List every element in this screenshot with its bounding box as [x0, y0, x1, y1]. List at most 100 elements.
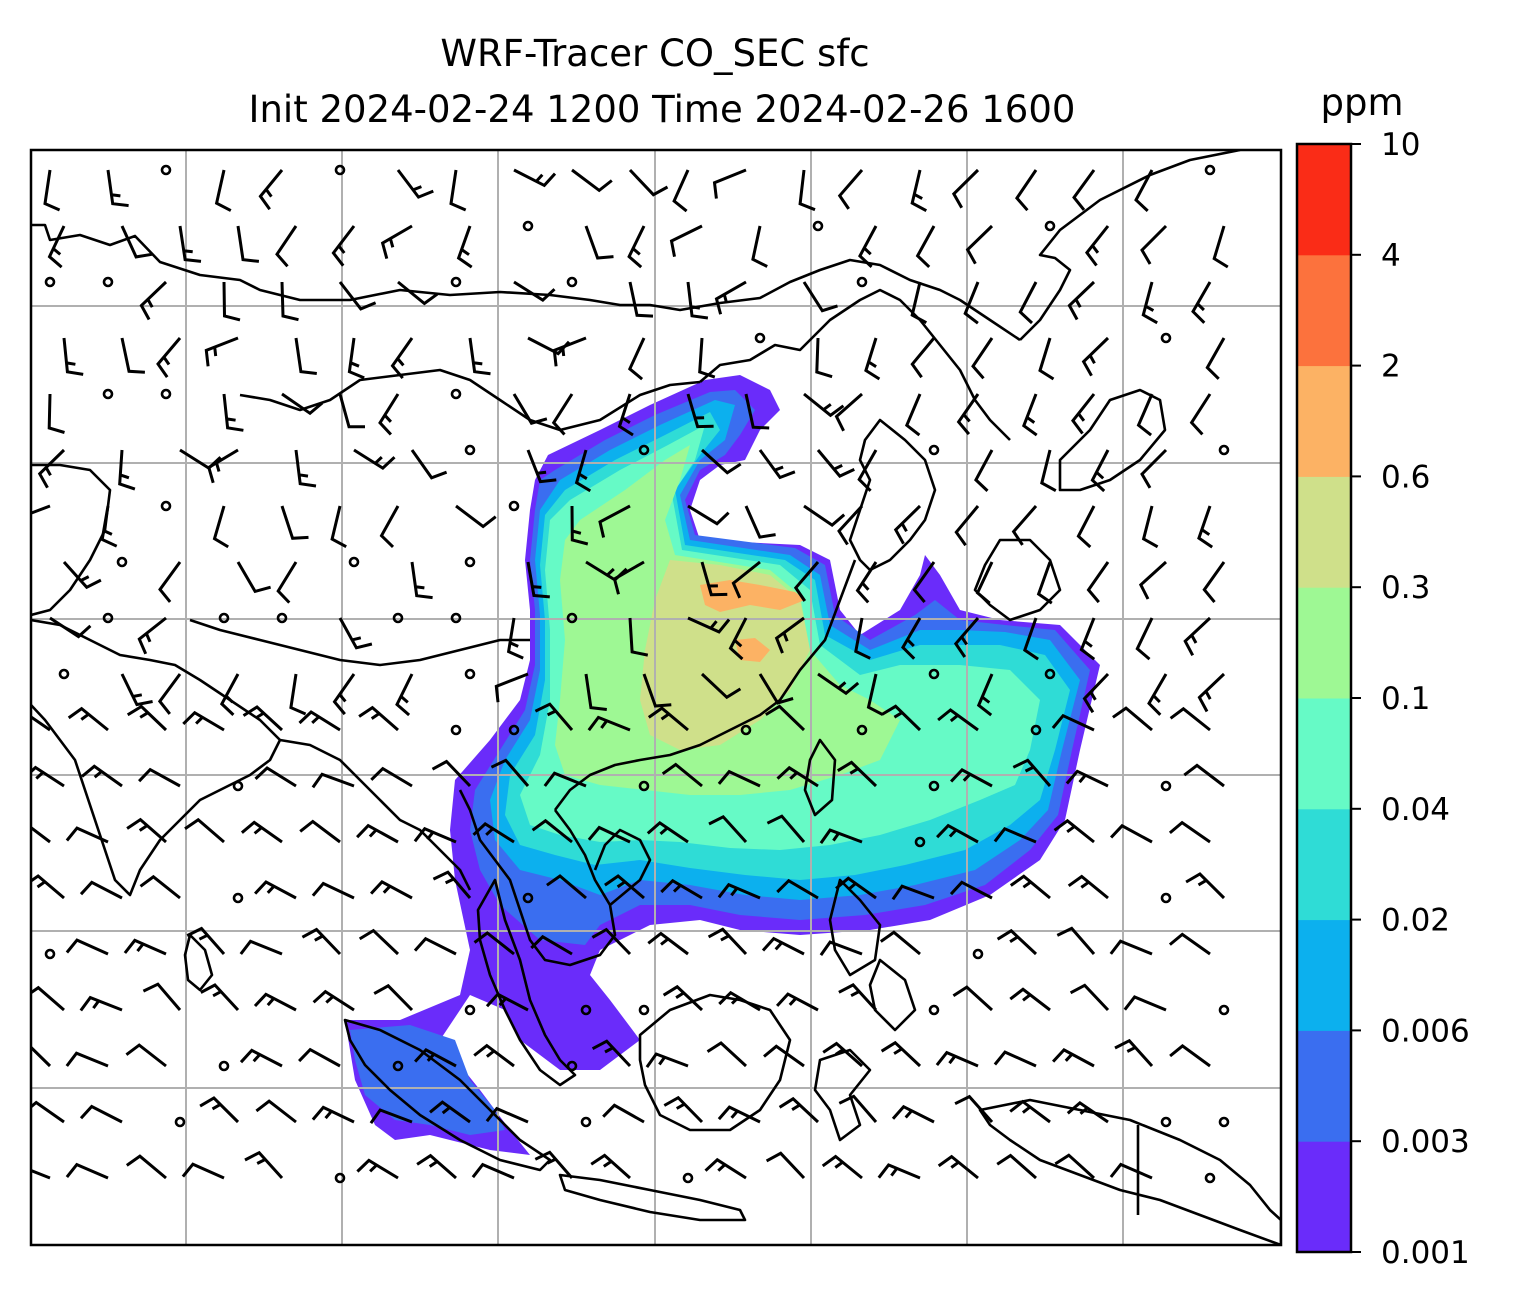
colorbar: ppm 0.001 0.003 0.006 0.02 0.04 0.1 0.3 0.6 2 4 10: [1295, 81, 1470, 1271]
wind-barb-calm: [566, 612, 578, 624]
colorbar-band-3: [1297, 808, 1351, 921]
wind-barb: [834, 392, 863, 432]
wind-barb: [996, 928, 1038, 956]
wind-barb: [817, 672, 860, 696]
wind-barb: [708, 814, 748, 844]
wind-barb: [700, 561, 728, 597]
wind-barb: [298, 1047, 341, 1068]
wind-barb: [254, 880, 297, 900]
wind-barb: [1168, 820, 1211, 844]
wind-barb: [526, 449, 557, 484]
wind-barb: [774, 616, 805, 654]
wind-barb: [1082, 672, 1110, 714]
wind-barb: [429, 1100, 471, 1124]
wind-barb: [416, 1153, 457, 1180]
wind-barb: [937, 708, 979, 732]
wind-barb: [1183, 763, 1225, 788]
wind-barb: [356, 1158, 399, 1180]
colorbar-band-9: [1297, 144, 1351, 256]
wind-barb: [347, 337, 365, 380]
wind-barb: [298, 710, 341, 732]
wind-barb-calm: [638, 780, 650, 792]
wind-barb: [1085, 225, 1110, 267]
wind-barb: [471, 1162, 515, 1180]
wind-barb: [1012, 758, 1052, 787]
wind-barb: [891, 1104, 935, 1124]
wind-barb: [816, 449, 855, 478]
wind-barb: [312, 989, 355, 1012]
wind-barb: [530, 934, 573, 956]
wind-barb: [706, 1041, 748, 1068]
wind-barb: [79, 880, 123, 900]
wind-barb: [485, 1106, 529, 1124]
wind-barb: [1109, 939, 1153, 956]
wind-barb: [976, 673, 994, 717]
wind-barb: [455, 504, 497, 529]
wind-barb: [62, 560, 102, 590]
wind-barb: [574, 449, 592, 493]
wind-barb: [81, 764, 123, 788]
wind-barb-calm: [44, 948, 56, 960]
wind-barb: [255, 1099, 297, 1124]
wind-barb: [949, 880, 993, 900]
wind-barb-calm: [928, 780, 940, 792]
wind-barb: [31, 825, 51, 844]
wind-barb: [311, 1105, 355, 1124]
wind-barb: [587, 715, 631, 732]
wind-barb-calm: [1204, 164, 1216, 176]
wind-barb-calm: [348, 556, 360, 568]
wind-barb-calm: [160, 164, 172, 176]
wind-barb: [138, 767, 181, 788]
wind-barb: [835, 876, 877, 900]
wind-barb-calm: [1160, 1116, 1172, 1128]
wind-barb: [855, 561, 878, 604]
wind-barb: [628, 168, 669, 197]
contour-band-06b: [735, 638, 770, 662]
wind-barb: [1081, 336, 1110, 377]
wind-barb-calm: [218, 612, 230, 624]
wind-barb: [118, 449, 136, 491]
wind-barb: [935, 1050, 979, 1068]
wind-barb: [879, 930, 921, 956]
wind-barb: [338, 393, 366, 429]
wind-barb: [1197, 505, 1214, 549]
wind-barb-calm: [392, 1060, 404, 1072]
colorbar-tick-label: 10: [1381, 127, 1420, 163]
wind-barb: [1065, 769, 1109, 788]
wind-barb: [838, 983, 878, 1012]
wind-barb: [222, 393, 244, 432]
wind-barb: [766, 814, 806, 843]
wind-barb: [936, 823, 979, 844]
wind-barb: [775, 992, 819, 1012]
wind-barb: [552, 336, 587, 367]
colorbar-band-7: [1297, 365, 1351, 477]
wind-barb-calm: [58, 668, 70, 680]
wind-barb: [379, 505, 400, 548]
wind-barb: [798, 169, 816, 212]
wind-barb: [1086, 561, 1110, 604]
wind-barb: [974, 449, 994, 492]
wind-barb: [570, 505, 589, 546]
wind-barb: [996, 1153, 1037, 1180]
wind-barb: [965, 224, 994, 265]
wind-barb-calm: [1044, 220, 1056, 232]
wind-barb-calm: [392, 612, 404, 624]
wind-barb: [294, 337, 317, 375]
wind-barb: [744, 393, 770, 430]
wind-barb: [1169, 1044, 1211, 1068]
wind-barb: [181, 1162, 225, 1180]
colorbar-tick-label: 0.003: [1381, 1124, 1470, 1160]
wind-barb: [661, 762, 703, 788]
wind-barb: [212, 505, 229, 549]
wind-barb: [1051, 713, 1095, 732]
wind-barb-calm: [972, 948, 984, 960]
wind-barb-calm: [160, 500, 172, 512]
wind-barb: [642, 673, 672, 708]
wind-barb-calm: [1218, 1004, 1230, 1016]
wind-barb: [891, 884, 935, 901]
wind-barb: [698, 337, 716, 379]
wind-barb-calm: [638, 1004, 650, 1016]
wind-barb: [106, 169, 129, 208]
wind-barb: [975, 561, 994, 605]
wind-barb: [763, 1044, 805, 1068]
